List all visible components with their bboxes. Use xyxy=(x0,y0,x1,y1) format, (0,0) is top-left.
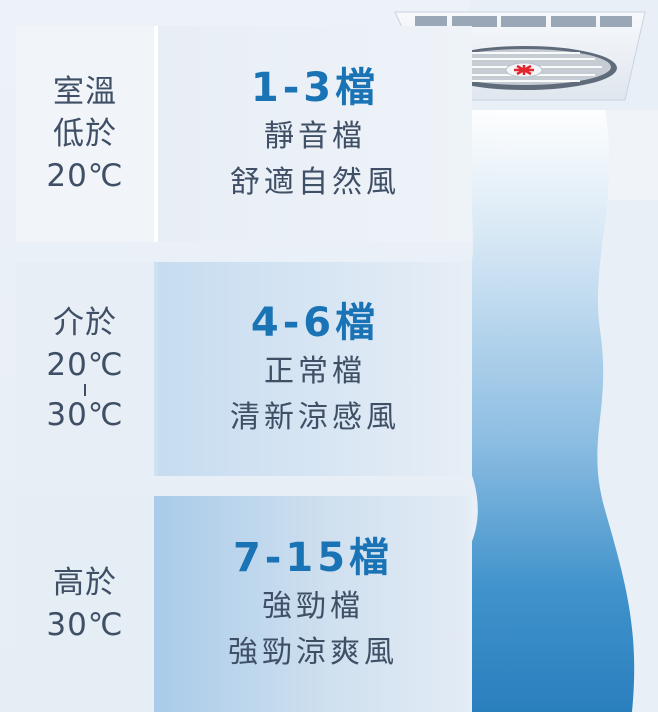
panel-high-temp: 高於 30℃ 7-15檔 強勁檔 強勁涼爽風 xyxy=(16,496,472,712)
spec-cell: 1-3檔 靜音檔 舒適自然風 xyxy=(158,26,472,242)
condition-cell: 室溫 低於 20℃ xyxy=(16,26,158,242)
condition-line: 30℃ xyxy=(46,397,124,433)
mode-label: 靜音檔 xyxy=(264,119,366,154)
condition-line: 20℃ xyxy=(46,158,124,194)
panel-mid-temp: 介於 20℃ 30℃ 4-6檔 正常檔 清新涼感風 xyxy=(16,262,472,476)
feeling-label: 強勁涼爽風 xyxy=(228,635,398,670)
speed-label: 7-15檔 xyxy=(232,535,394,581)
condition-line: 介於 xyxy=(53,305,117,341)
condition-cell: 介於 20℃ 30℃ xyxy=(16,262,158,476)
mode-label: 正常檔 xyxy=(264,354,366,389)
condition-line: 30℃ xyxy=(46,607,124,643)
speed-label: 1-3檔 xyxy=(250,65,380,111)
spec-cell: 7-15檔 強勁檔 強勁涼爽風 xyxy=(154,496,472,712)
speed-label: 4-6檔 xyxy=(250,300,380,346)
range-dash xyxy=(84,384,86,396)
condition-line: 低於 xyxy=(53,116,117,152)
panel-low-temp: 室溫 低於 20℃ 1-3檔 靜音檔 舒適自然風 xyxy=(16,26,472,242)
condition-line: 室溫 xyxy=(53,74,117,110)
feeling-label: 清新涼感風 xyxy=(230,400,400,435)
feeling-label: 舒適自然風 xyxy=(230,165,400,200)
condition-cell: 高於 30℃ xyxy=(16,496,154,712)
condition-line: 20℃ xyxy=(46,347,124,383)
mode-label: 強勁檔 xyxy=(262,589,364,624)
spec-cell: 4-6檔 正常檔 清新涼感風 xyxy=(158,262,472,476)
condition-line: 高於 xyxy=(53,565,117,601)
